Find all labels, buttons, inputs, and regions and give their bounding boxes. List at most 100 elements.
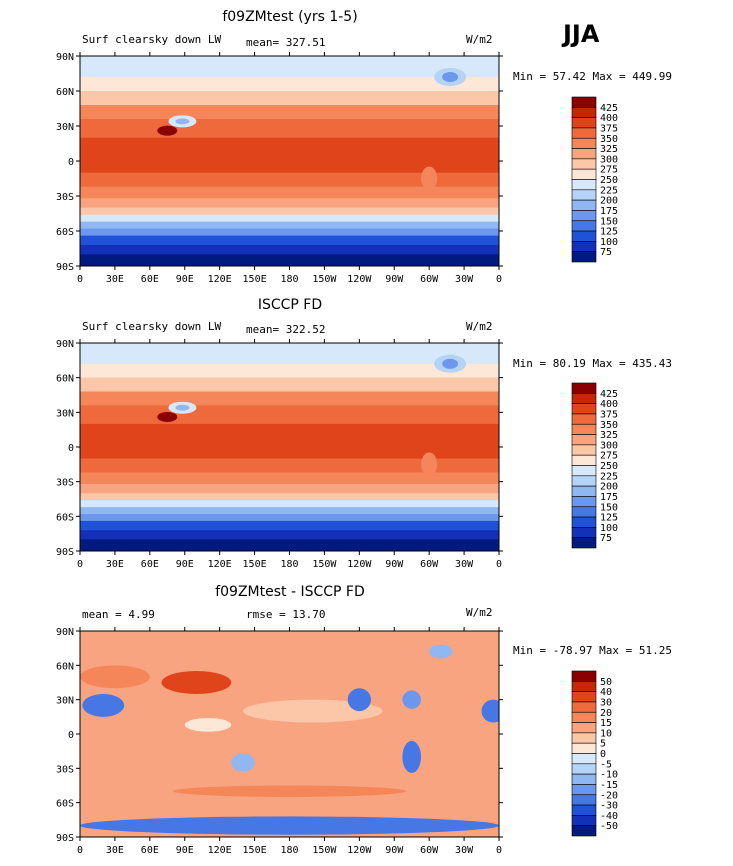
colorbar-label: 20 bbox=[600, 708, 612, 719]
panel-1-xtick: 60E bbox=[141, 274, 159, 285]
colorbar-label: 100 bbox=[600, 523, 618, 534]
colorbar-label: 150 bbox=[600, 502, 618, 513]
colorbar-label: -20 bbox=[600, 790, 618, 801]
panel-3-title: f09ZMtest - ISCCP FD bbox=[215, 584, 365, 600]
panel-3-units: W/m2 bbox=[466, 606, 493, 619]
panel-3-rmse-label: rmse = 13.70 bbox=[246, 608, 326, 621]
colorbar-swatch bbox=[571, 742, 597, 754]
panel-1-xtick: 180 bbox=[280, 274, 298, 285]
panel-1-minmax: Min = 57.42 Max = 449.99 bbox=[513, 70, 672, 83]
panel-3-ytick: 90S bbox=[56, 833, 74, 844]
colorbar-swatch bbox=[571, 732, 597, 744]
panel-3-ytick: 60N bbox=[56, 661, 74, 672]
colorbar-swatch bbox=[571, 241, 597, 252]
colorbar-label: 125 bbox=[600, 227, 618, 238]
panel-3-xtick: 120W bbox=[347, 845, 372, 856]
panel-3-field bbox=[80, 631, 499, 837]
panel-1-xtick: 0 bbox=[77, 274, 83, 285]
panel-3-left-label: mean = 4.99 bbox=[82, 608, 155, 621]
colorbar-label: 40 bbox=[600, 687, 612, 698]
panel-1-colorbar: 4254003753503253002752502252001751501251… bbox=[571, 96, 618, 263]
panel-2-ytick: 90S bbox=[56, 547, 74, 558]
panel-2-xtick: 120W bbox=[347, 559, 372, 570]
panel-3-ytick: 90N bbox=[56, 627, 74, 638]
panel-2-ytick: 0 bbox=[68, 443, 74, 454]
panel-3-xtick: 0 bbox=[496, 845, 502, 856]
colorbar-swatch bbox=[571, 158, 597, 170]
colorbar-swatch bbox=[571, 527, 597, 538]
colorbar-swatch bbox=[571, 465, 597, 477]
panel-1-ytick: 30N bbox=[56, 122, 74, 133]
colorbar-label: 325 bbox=[600, 144, 618, 155]
panel-1-ytick: 90N bbox=[56, 52, 74, 63]
colorbar-swatch bbox=[571, 454, 597, 466]
colorbar-label: 200 bbox=[600, 482, 618, 493]
colorbar-swatch bbox=[571, 691, 597, 703]
panel-3-ytick: 0 bbox=[68, 730, 74, 741]
panel-2-xtick: 180 bbox=[280, 559, 298, 570]
panel-2-colorbar: 4254003753503253002752502252001751501251… bbox=[571, 382, 618, 549]
colorbar-swatch bbox=[571, 444, 597, 456]
panel-3-xtick: 30E bbox=[106, 845, 124, 856]
colorbar-swatch bbox=[571, 393, 597, 404]
colorbar-swatch bbox=[571, 681, 597, 692]
colorbar-swatch bbox=[571, 127, 597, 139]
panel-3-map: 0 30E 60E 90E 120E 150E 180 150W 120W 90W 60W 30W 09… bbox=[56, 627, 503, 856]
panel-3-xtick: 60E bbox=[141, 845, 159, 856]
panel-1-ytick: 60S bbox=[56, 227, 74, 238]
colorbar-label: 250 bbox=[600, 461, 618, 472]
panel-1-ytick: 60N bbox=[56, 87, 74, 98]
panel-2-xtick: 0 bbox=[77, 559, 83, 570]
panel-3-xtick: 60W bbox=[420, 845, 439, 856]
colorbar-swatch bbox=[571, 773, 597, 785]
panel-1-xtick: 90E bbox=[176, 274, 194, 285]
panel-1-ytick: 0 bbox=[68, 157, 74, 168]
colorbar-label: 75 bbox=[600, 533, 612, 544]
panel-1-map: 0 30E 60E 90E 120E 150E 180 150W 120W 90W 60W 30W 09… bbox=[56, 52, 503, 285]
colorbar-swatch bbox=[571, 825, 597, 837]
colorbar-label: 250 bbox=[600, 175, 618, 186]
colorbar-swatch bbox=[571, 96, 597, 108]
panel-2-mean-label: mean= 322.52 bbox=[246, 323, 326, 336]
panel-2-xtick: 30W bbox=[455, 559, 474, 570]
colorbar-label: 425 bbox=[600, 103, 618, 114]
colorbar-label: 300 bbox=[600, 440, 618, 451]
colorbar-swatch bbox=[571, 711, 597, 723]
colorbar-label: 75 bbox=[600, 247, 612, 258]
panel-2-ytick: 60S bbox=[56, 512, 74, 523]
panel-2-xtick: 120E bbox=[208, 559, 232, 570]
colorbar-label: 400 bbox=[600, 399, 618, 410]
panel-2-xtick: 60W bbox=[420, 559, 439, 570]
panel-1-xtick: 0 bbox=[496, 274, 502, 285]
colorbar-label: -40 bbox=[600, 811, 618, 822]
colorbar-label: 425 bbox=[600, 389, 618, 400]
colorbar-label: -10 bbox=[600, 770, 618, 781]
panel-3-xtick: 120E bbox=[208, 845, 232, 856]
panel-3-xtick: 180 bbox=[280, 845, 298, 856]
colorbar-label: 375 bbox=[600, 409, 618, 420]
panel-3-ytick: 60S bbox=[56, 799, 74, 810]
panel-2-units: W/m2 bbox=[466, 320, 493, 333]
colorbar-label: 375 bbox=[600, 123, 618, 134]
colorbar-swatch bbox=[571, 107, 597, 118]
colorbar-swatch bbox=[571, 537, 597, 549]
panel-1-field bbox=[80, 56, 499, 266]
colorbar-swatch bbox=[571, 117, 597, 129]
panel-2-ytick: 90N bbox=[56, 339, 74, 350]
colorbar-swatch bbox=[571, 179, 597, 191]
panel-2-map: 0 30E 60E 90E 120E 150E 180 150W 120W 90W 60W 30W 09… bbox=[56, 339, 503, 570]
panel-3-xtick: 90W bbox=[385, 845, 404, 856]
panel-1-xtick: 30W bbox=[455, 274, 474, 285]
colorbar-swatch bbox=[571, 189, 597, 201]
colorbar-swatch bbox=[571, 168, 597, 180]
colorbar-swatch bbox=[571, 496, 597, 508]
colorbar-label: 50 bbox=[600, 677, 612, 688]
colorbar-swatch bbox=[571, 763, 597, 775]
panel-1-units: W/m2 bbox=[466, 33, 493, 46]
panel-3-ytick: 30N bbox=[56, 696, 74, 707]
panel-1-left-label: Surf clearsky down LW bbox=[82, 33, 222, 46]
panel-2-xtick: 60E bbox=[141, 559, 159, 570]
panel-1-ytick: 90S bbox=[56, 262, 74, 273]
panel-3-xtick: 150E bbox=[243, 845, 267, 856]
